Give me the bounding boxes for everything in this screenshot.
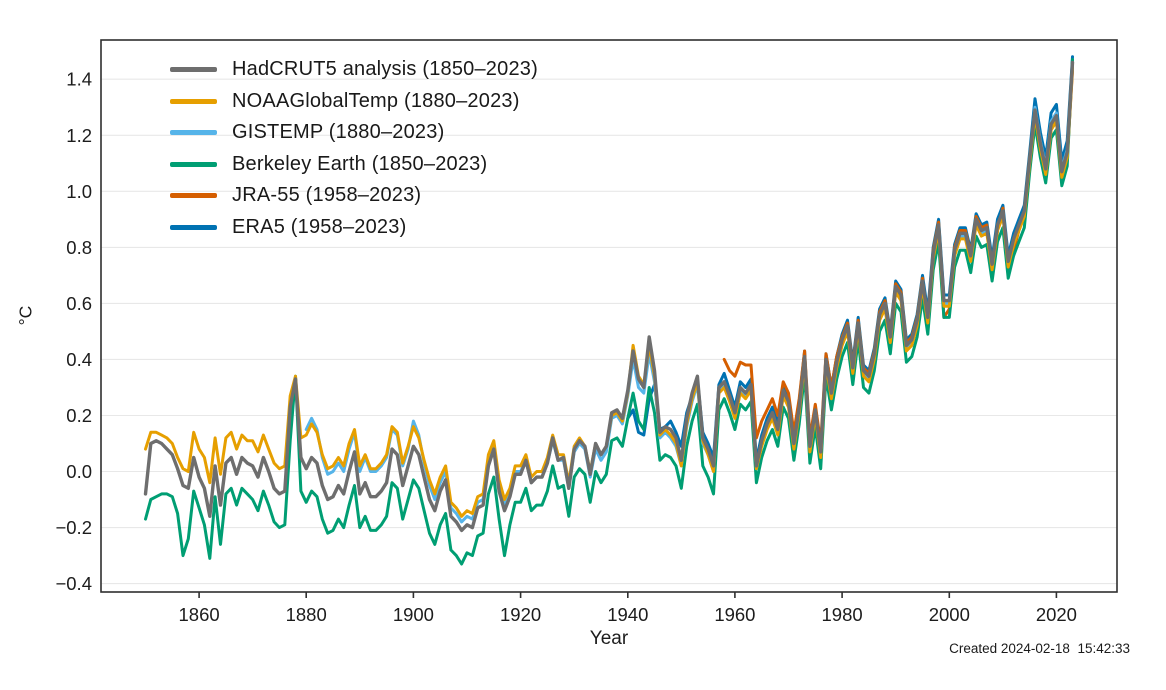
legend-item-jra55: JRA-55 (1958–2023) [170, 180, 538, 212]
legend-item-noaaglobaltemp: NOAAGlobalTemp (1880–2023) [170, 86, 538, 118]
legend-item-gistemp: GISTEMP (1880–2023) [170, 117, 538, 149]
legend-swatch-noaaglobaltemp [170, 98, 217, 104]
legend-label-berkeley-earth: Berkeley Earth (1850–2023) [232, 152, 488, 175]
plot-frame [100, 39, 1118, 593]
legend-swatch-era5 [170, 224, 217, 230]
gridlines [101, 78, 1117, 585]
series-line-hadcrut5-analysis [143, 60, 1075, 533]
legend-label-gistemp: GISTEMP (1880–2023) [232, 121, 445, 144]
y-tick-label: 0.6 [66, 293, 92, 314]
legend-label-era5: ERA5 (1958–2023) [232, 215, 407, 238]
legend-swatch-hadcrut5 [170, 67, 217, 73]
y-tick-label: 1.0 [66, 181, 92, 202]
y-axis-title: °C [15, 305, 36, 326]
x-tick-label: 2000 [929, 604, 970, 625]
x-axis-ticks: 1860 1880 1900 1920 1940 1960 1980 2000 2020 [179, 592, 1077, 625]
x-tick-label: 1920 [500, 604, 541, 625]
x-tick-label: 1880 [286, 604, 327, 625]
series-line-jra-55 [722, 69, 1074, 445]
x-tick-label: 1900 [393, 604, 434, 625]
legend-label-hadcrut5: HadCRUT5 analysis (1850–2023) [232, 58, 538, 81]
legend-label-noaaglobaltemp: NOAAGlobalTemp (1880–2023) [232, 89, 520, 112]
legend-swatch-gistemp [170, 130, 217, 136]
legend-item-era5: ERA5 (1958–2023) [170, 212, 538, 244]
created-timestamp: Created 2024-02-18 15:42:33 [949, 641, 1130, 656]
x-tick-label: 1860 [179, 604, 220, 625]
y-tick-label: 0.8 [66, 237, 92, 258]
legend-label-jra55: JRA-55 (1958–2023) [232, 184, 422, 207]
y-tick-label: −0.4 [55, 573, 92, 594]
y-tick-label: −0.2 [55, 517, 92, 538]
series-line-berkeley-earth [144, 58, 1074, 566]
x-tick-label: 1980 [822, 604, 863, 625]
x-axis-title: Year [589, 628, 629, 649]
legend-swatch-berkeley-earth [170, 161, 217, 167]
y-axis-ticks: 1.4 1.2 1.0 0.8 0.6 0.4 0.2 0.0 −0.2 −0.4 [55, 69, 92, 594]
x-tick-label: 1940 [607, 604, 648, 625]
frame-rect [100, 39, 1118, 593]
y-tick-label: 0.2 [66, 405, 92, 426]
y-tick-label: 1.2 [66, 125, 92, 146]
legend-item-berkeley-earth: Berkeley Earth (1850–2023) [170, 149, 538, 181]
legend-swatch-jra55 [170, 193, 217, 199]
y-tick-label: 1.4 [66, 69, 92, 90]
legend: HadCRUT5 analysis (1850–2023) NOAAGlobal… [170, 54, 538, 243]
x-tick-label: 2020 [1036, 604, 1077, 625]
legend-item-hadcrut5: HadCRUT5 analysis (1850–2023) [170, 54, 538, 86]
series-lines [143, 55, 1075, 566]
y-tick-label: 0.4 [66, 349, 92, 370]
y-tick-label: 0.0 [66, 461, 92, 482]
x-tick-label: 1960 [714, 604, 755, 625]
